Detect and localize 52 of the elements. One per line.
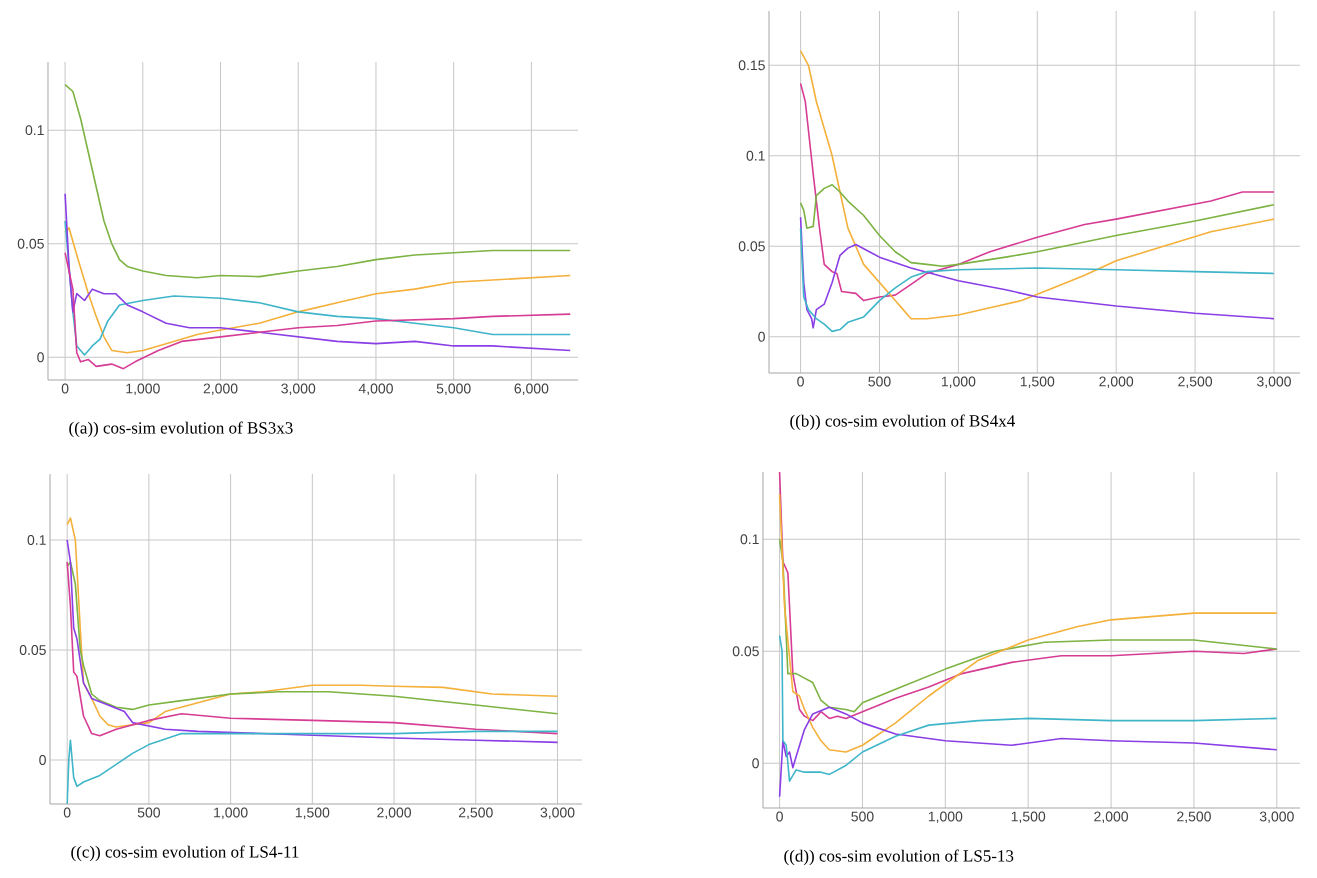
x-tick-label: 3,000 — [281, 383, 316, 396]
line-series — [778, 706, 1278, 798]
line-series — [799, 183, 1275, 267]
x-tick-label: 2,000 — [203, 383, 238, 396]
x-tick-label: 2,500 — [1178, 376, 1213, 389]
y-tick-label: 0 — [758, 331, 765, 342]
x-tick-label: 6,000 — [514, 383, 549, 396]
x-tick-label: 3,000 — [1257, 376, 1291, 389]
x-tick-label: 500 — [851, 811, 874, 822]
text: ((a)) cos-sim evolution of BS3x3 — [69, 421, 293, 438]
y-tick-label: 0.05 — [17, 238, 44, 249]
y-tick-label: 0.1 — [25, 125, 44, 136]
x-tick-label: 1,000 — [214, 807, 248, 820]
y-tick-label: 0.1 — [740, 534, 759, 545]
text: ((c)) cos-sim evolution of LS4-11 — [71, 845, 299, 862]
x-tick-label: 1,000 — [928, 811, 963, 824]
line-series — [778, 538, 1278, 713]
y-tick-label: 0.15 — [738, 60, 765, 71]
y-tick-label: 0 — [752, 758, 759, 769]
text: ((d)) cos-sim evolution of LS5-13 — [784, 849, 1014, 866]
x-tick-label: 500 — [868, 376, 891, 387]
x-tick-label: 0 — [797, 376, 804, 387]
x-tick-label: 2,000 — [377, 807, 412, 820]
line-series — [66, 517, 559, 728]
x-tick-label: 0 — [776, 811, 783, 822]
y-tick-label: 0 — [37, 352, 44, 363]
x-tick-label: 0 — [61, 383, 69, 394]
y-tick-label: 0.05 — [19, 645, 46, 655]
x-tick-label: 2,000 — [1099, 376, 1134, 389]
x-tick-label: 2,000 — [1094, 811, 1129, 824]
x-tick-label: 1,000 — [941, 376, 976, 389]
text: ((b)) cos-sim evolution of BS4x4 — [790, 414, 1015, 431]
line-series — [64, 251, 572, 370]
x-tick-label: 5,000 — [436, 383, 471, 396]
y-tick-label: 0.1 — [746, 150, 765, 161]
x-tick-label: 3,000 — [1259, 811, 1294, 824]
x-tick-label: 500 — [137, 807, 161, 818]
y-tick-label: 0 — [39, 755, 46, 765]
y-tick-label: 0.1 — [27, 535, 46, 545]
line-series — [778, 493, 1278, 753]
line-series — [778, 634, 1278, 782]
x-tick-label: 0 — [63, 807, 71, 818]
y-tick-label: 0.05 — [732, 646, 759, 657]
x-tick-label: 2,500 — [1177, 811, 1211, 824]
y-tick-label: 0.05 — [738, 241, 765, 252]
x-tick-label: 1,000 — [126, 383, 160, 396]
x-tick-label: 3,000 — [540, 807, 575, 820]
x-tick-label: 1,500 — [1011, 811, 1046, 824]
x-tick-label: 1,500 — [1020, 376, 1055, 389]
x-tick-label: 1,500 — [295, 807, 330, 820]
x-tick-label: 4,000 — [358, 383, 393, 396]
x-tick-label: 2,500 — [458, 807, 493, 820]
